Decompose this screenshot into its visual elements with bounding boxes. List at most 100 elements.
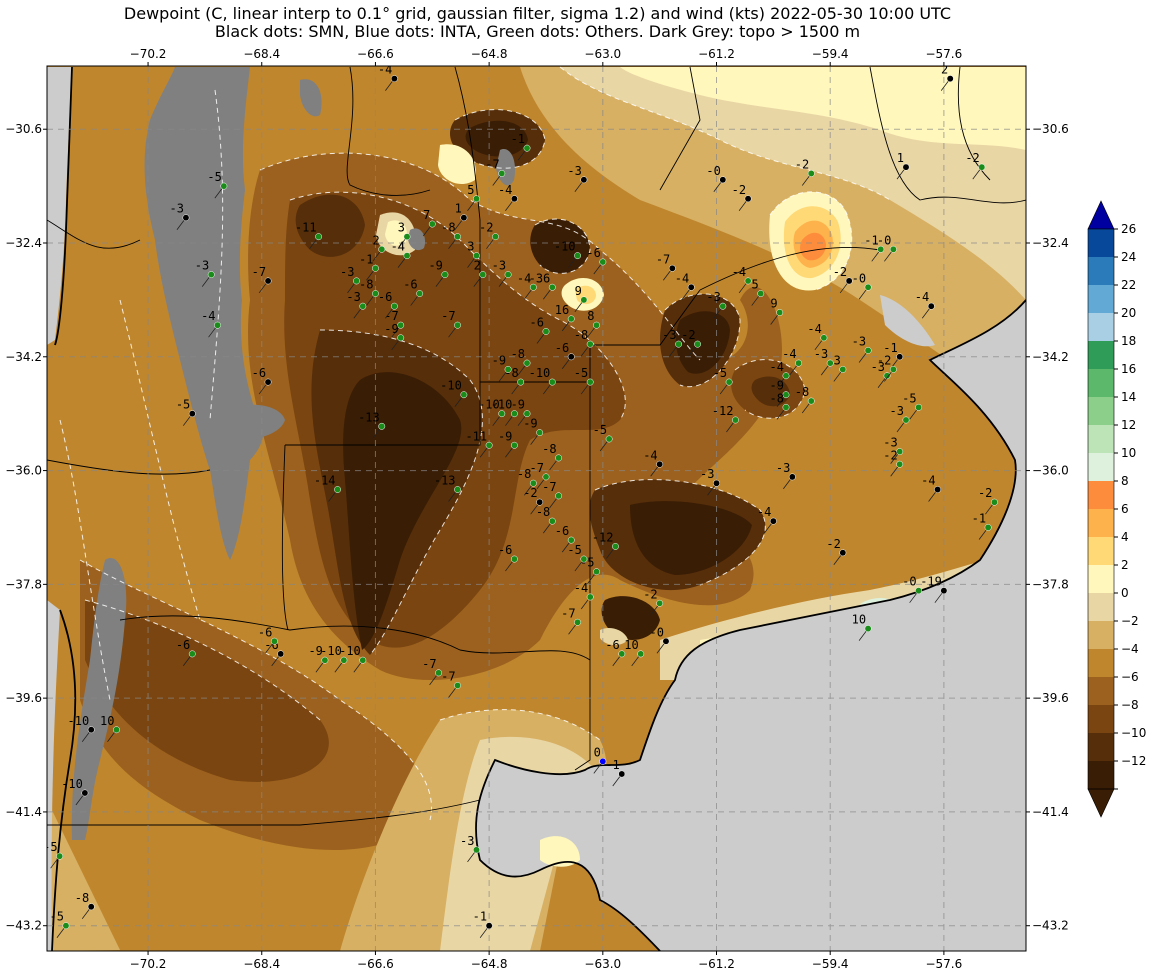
station-dot xyxy=(719,302,727,310)
station-dot xyxy=(845,277,853,285)
station-oth: -13 xyxy=(434,474,461,502)
station-dewpoint-label: 9 xyxy=(575,284,582,298)
station-oth: -8 xyxy=(441,221,461,249)
station-dewpoint-label: -4 xyxy=(643,448,657,462)
lon-tick-label-top: −63.0 xyxy=(584,47,621,61)
station-smn: -4 xyxy=(921,474,942,502)
station-dot xyxy=(915,587,923,595)
station-dot xyxy=(725,378,733,386)
peninsula-valdes xyxy=(540,836,580,867)
station-dewpoint-label: -11 xyxy=(465,429,487,443)
province-borders xyxy=(47,66,1026,826)
station-oth: -5 xyxy=(49,910,70,938)
station-dot xyxy=(510,441,518,449)
station-smn: 1 xyxy=(896,151,910,180)
map-subtitle: Black dots: SMN, Blue dots: INTA, Green … xyxy=(214,22,861,41)
station-oth: -11 xyxy=(295,221,323,249)
station-dot xyxy=(315,233,323,241)
colorbar-label: −4 xyxy=(1121,642,1139,656)
station-dot xyxy=(188,410,196,418)
station-dewpoint-label: -7 xyxy=(485,157,499,171)
dewpoint-pocket-north xyxy=(438,144,476,185)
station-oth: -3 xyxy=(890,404,910,433)
station-dewpoint-label: -5 xyxy=(49,910,63,924)
station-dot xyxy=(788,473,796,481)
station-oth: -12 xyxy=(712,404,739,433)
high-topo-andes-mid xyxy=(226,404,285,440)
station-smn: -4 xyxy=(915,290,935,319)
station-dewpoint-label: -4 xyxy=(782,347,796,361)
station-dewpoint-label: -4 xyxy=(807,322,821,336)
station-smn: -10 xyxy=(68,714,95,742)
station-oth: 5 xyxy=(751,278,765,306)
station-dewpoint-label: -2 xyxy=(681,328,695,342)
station-dewpoint-label: -6 xyxy=(498,543,512,557)
lat-tick-label-right: −43.2 xyxy=(1032,919,1069,933)
station-dot xyxy=(757,290,765,298)
station-oth: -5 xyxy=(902,391,923,420)
station-oth: -10 xyxy=(440,379,468,407)
station-dot xyxy=(498,410,506,418)
station-oth: -8 xyxy=(770,391,790,420)
colorbar-label: 22 xyxy=(1121,278,1136,292)
station-dewpoint-label: 2 xyxy=(941,63,948,77)
station-oth: -6 xyxy=(378,290,398,319)
dewpoint-blob-nw xyxy=(295,194,365,257)
station-oth: -8 xyxy=(511,347,531,376)
station-dewpoint-label: -9 xyxy=(308,644,322,658)
station-dot xyxy=(523,144,531,152)
station-dot xyxy=(567,315,575,323)
station-dewpoint-label: 10 xyxy=(100,714,114,728)
colorbar-label: −8 xyxy=(1121,698,1139,712)
station-dot xyxy=(889,245,897,253)
station-dot xyxy=(580,296,588,304)
lat-tick-label-right: −39.6 xyxy=(1032,691,1069,705)
station-dewpoint-label: -10 xyxy=(68,714,90,728)
station-oth: -8 xyxy=(359,278,379,306)
station-dot xyxy=(188,650,196,658)
station-oth: -4 xyxy=(770,360,790,388)
station-dewpoint-label: -1 xyxy=(883,341,897,355)
station-dot xyxy=(675,340,683,348)
colorbar-segment xyxy=(1088,229,1114,257)
colorbar-label: −12 xyxy=(1121,754,1146,768)
station-oth: -9 xyxy=(511,398,531,426)
dewpoint-pocket-coast xyxy=(600,628,628,646)
colorbar-segment xyxy=(1088,537,1114,565)
station-dewpoint-label: -6 xyxy=(176,638,190,652)
station-oth: -7 xyxy=(384,309,405,338)
station-dewpoint-label: -0 xyxy=(650,625,664,639)
station-oth: -2 xyxy=(643,587,664,616)
station-dewpoint-label: -9 xyxy=(523,417,537,431)
lon-tick-label-top: −59.4 xyxy=(812,47,849,61)
station-dot xyxy=(687,283,695,291)
station-oth: -9 xyxy=(428,259,449,287)
station-dot xyxy=(359,656,367,664)
graticule xyxy=(47,66,1026,951)
station-dewpoint-label: -2 xyxy=(732,183,746,197)
station-dewpoint-label: -8 xyxy=(75,891,89,905)
station-dewpoint-label: -7 xyxy=(656,252,670,266)
station-dewpoint-label: -8 xyxy=(536,505,550,519)
dewpoint-pocket-16-core xyxy=(575,285,596,305)
station-smn: -8 xyxy=(75,891,95,919)
station-dot xyxy=(403,252,411,260)
station-smn: -1 xyxy=(883,341,904,370)
station-dot xyxy=(599,258,607,266)
colorbar-segment xyxy=(1088,705,1114,733)
station-dewpoint-label: -5 xyxy=(574,366,588,380)
station-oth: 10 xyxy=(100,714,120,742)
station-dewpoint-label: -19 xyxy=(920,575,942,589)
station-oth: 9 xyxy=(770,297,784,325)
station-oth: -5 xyxy=(580,556,600,584)
station-dewpoint-label: -36 xyxy=(529,271,551,285)
station-dewpoint-label: -7 xyxy=(530,461,544,475)
station-dewpoint-label: -4 xyxy=(757,505,771,519)
station-dewpoint-label: -9 xyxy=(428,259,442,273)
station-dot xyxy=(523,410,531,418)
colorbar-segment xyxy=(1088,733,1114,761)
station-oth: -0 xyxy=(852,271,872,300)
dewpoint-warm-spot-4 xyxy=(800,232,826,261)
station-smn: 2 xyxy=(940,63,954,91)
